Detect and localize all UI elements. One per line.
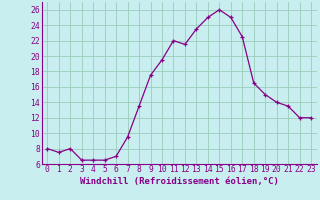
X-axis label: Windchill (Refroidissement éolien,°C): Windchill (Refroidissement éolien,°C) <box>80 177 279 186</box>
